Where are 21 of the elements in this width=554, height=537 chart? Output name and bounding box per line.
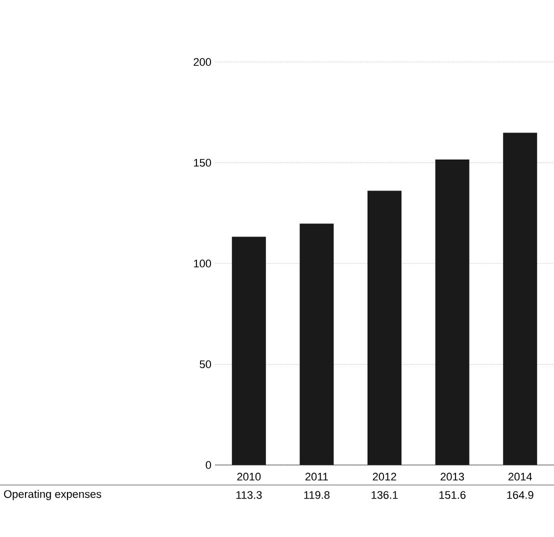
y-tick-label: 150	[194, 158, 212, 167]
bar	[300, 224, 334, 465]
y-tick-label: 0	[206, 461, 212, 469]
data-label: 151.6	[439, 491, 466, 499]
x-tick-label: 2010	[237, 472, 261, 481]
bar	[435, 160, 470, 465]
text: Operating expenses	[4, 490, 102, 500]
data-label: 119.8	[304, 491, 330, 499]
x-tick-label: 2011	[305, 472, 328, 481]
y-tick-label: 50	[200, 360, 212, 368]
data-label: 113.3	[236, 491, 262, 499]
x-tick-label: 2012	[372, 472, 396, 481]
data-label: 136.1	[372, 491, 398, 499]
y-tick-label: 200	[194, 58, 212, 66]
bar	[503, 132, 538, 465]
x-tick-label: 2014	[508, 472, 532, 481]
x-tick-label: 2013	[440, 472, 464, 481]
y-tick-label: 100	[194, 260, 212, 268]
data-label: 164.9	[507, 491, 534, 499]
bar	[232, 236, 266, 465]
bar	[368, 190, 402, 465]
